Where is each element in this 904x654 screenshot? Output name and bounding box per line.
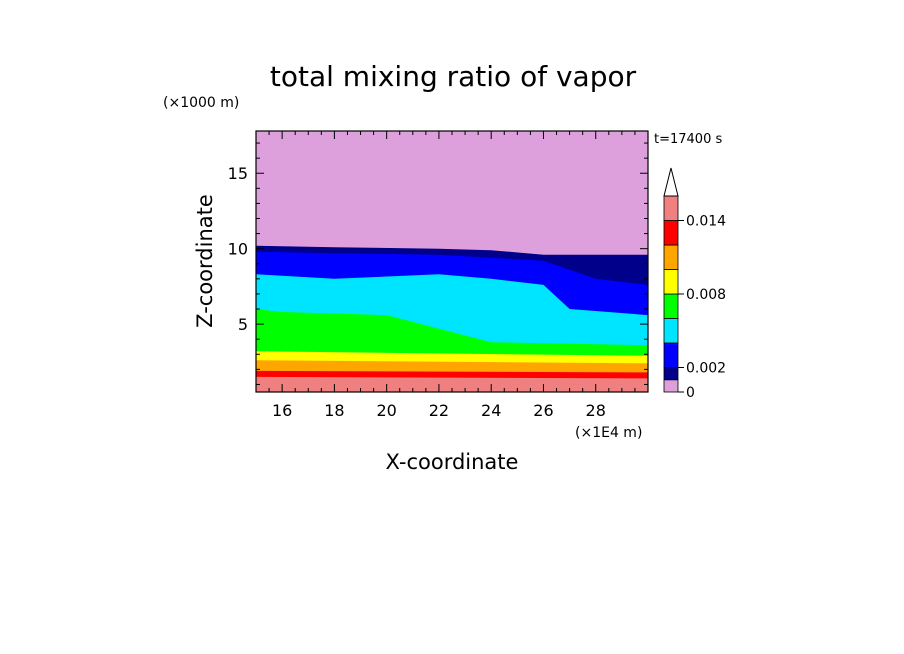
band-lightcoral bbox=[256, 376, 648, 392]
colorbar-swatch bbox=[663, 293, 679, 319]
x-unit-label: (×1E4 m) bbox=[575, 425, 642, 441]
x-tick-label: 16 bbox=[272, 401, 292, 420]
x-tick-label: 28 bbox=[586, 401, 606, 420]
x-tick-label: 18 bbox=[324, 401, 344, 420]
y-tick-label: 5 bbox=[238, 315, 248, 334]
colorbar-extend-arrow bbox=[663, 167, 679, 197]
colorbar-swatch bbox=[663, 244, 679, 270]
time-label: t=17400 s bbox=[654, 132, 722, 147]
y-tick-label: 10 bbox=[228, 240, 248, 259]
x-tick-label: 24 bbox=[481, 401, 501, 420]
colorbar-tick-label: 0.002 bbox=[686, 361, 726, 377]
colorbar-tick-label: 0.014 bbox=[686, 214, 726, 230]
colorbar-swatch bbox=[663, 220, 679, 246]
colorbar-swatch bbox=[663, 367, 679, 381]
x-tick-label: 22 bbox=[429, 401, 449, 420]
x-tick-label: 20 bbox=[376, 401, 396, 420]
y-unit-label: (×1000 m) bbox=[163, 95, 239, 111]
colorbar-swatch bbox=[663, 318, 679, 344]
chart-title: total mixing ratio of vapor bbox=[270, 60, 637, 93]
contour-bands bbox=[256, 131, 648, 392]
colorbar-swatch bbox=[663, 195, 679, 221]
colorbar: 0 0.002 0.008 0.014 bbox=[663, 167, 726, 401]
colorbar-tick-label: 0.008 bbox=[686, 287, 726, 303]
y-axis-ticks: 5 10 15 bbox=[228, 142, 648, 385]
x-axis-ticks: 16 18 20 22 24 26 28 bbox=[255, 131, 649, 420]
x-tick-label: 26 bbox=[533, 401, 553, 420]
x-axis-label: X-coordinate bbox=[386, 450, 519, 474]
colorbar-swatch bbox=[663, 342, 679, 368]
colorbar-swatch bbox=[663, 379, 679, 393]
y-tick-label: 15 bbox=[228, 164, 248, 183]
y-axis-label: Z-coordinate bbox=[193, 194, 217, 328]
colorbar-tick-label: 0 bbox=[686, 385, 695, 401]
colorbar-swatch bbox=[663, 269, 679, 295]
